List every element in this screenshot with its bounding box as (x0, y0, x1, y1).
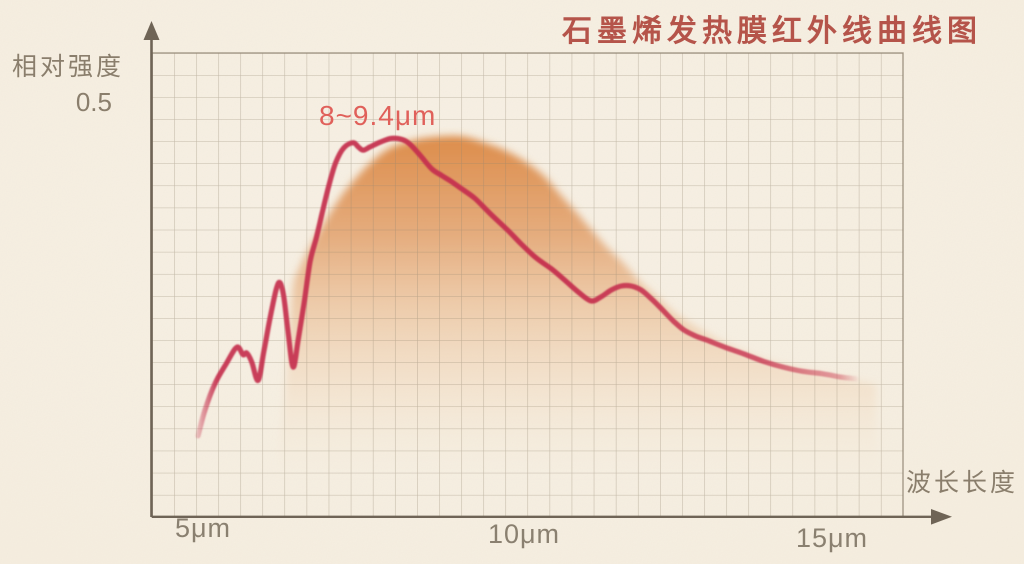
peak-annotation: 8~9.4μm (319, 100, 437, 131)
grid (152, 53, 903, 517)
y-axis-arrow (143, 21, 160, 40)
y-axis-label: 相对强度 (12, 53, 125, 81)
x-axis-tick-15um: 15μm (795, 523, 869, 553)
x-axis-label: 波长长度 (906, 469, 1019, 497)
x-axis-tick-5um: 5μm (174, 513, 232, 543)
intensity-curve (195, 135, 859, 439)
y-axis-tick-0-5: 0.5 (75, 87, 112, 117)
x-axis-tick-10um: 10μm (487, 519, 561, 549)
x-axis-arrow (931, 509, 952, 525)
page-title: 石墨烯发热膜红外线曲线图 (562, 15, 982, 48)
